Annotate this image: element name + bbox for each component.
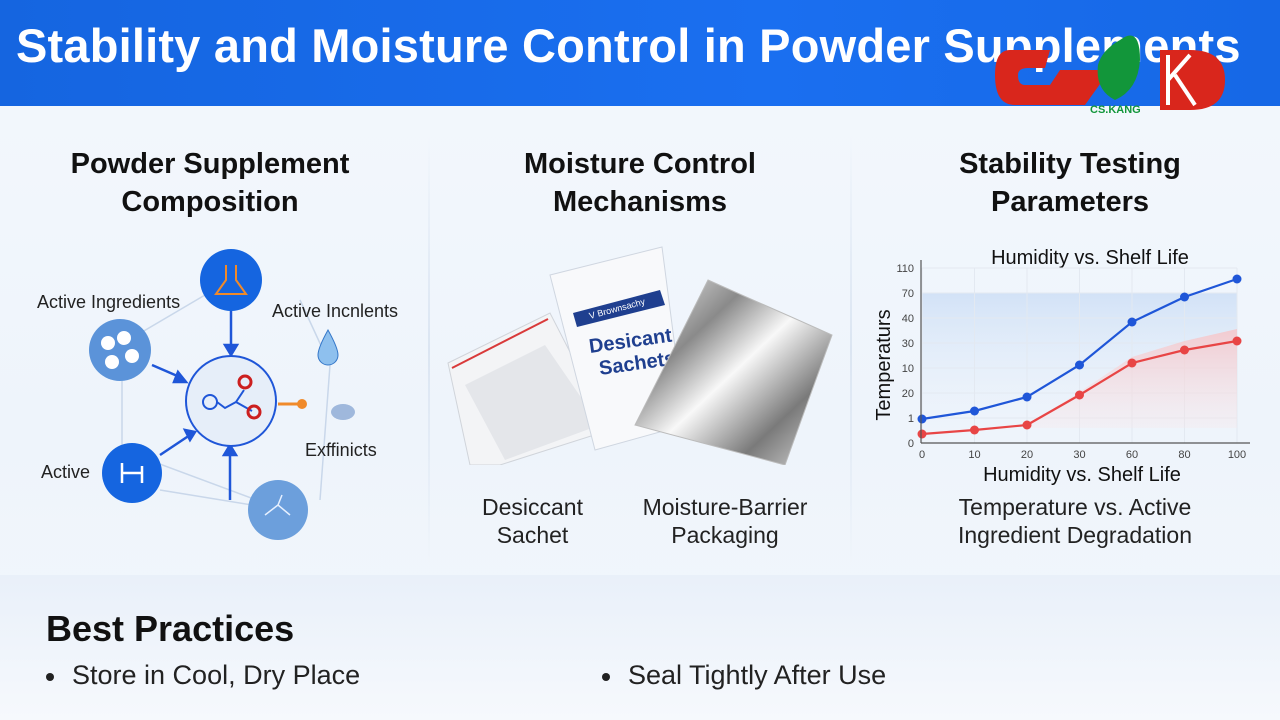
x-tick-label: 0	[919, 449, 925, 461]
caption-line: Packaging	[671, 522, 779, 548]
x-axis-label: Humidity vs. Shelf Life	[983, 464, 1181, 486]
packaging-illustration: V Brownsachy Desicant Sachets	[447, 246, 833, 465]
caption-desiccant-sachet: Desiccant Sachet	[460, 493, 605, 549]
practice-item: Store in Cool, Dry Place	[46, 660, 360, 691]
x-tick-label: 30	[1073, 449, 1085, 461]
data-point	[1075, 390, 1084, 400]
data-point	[1127, 317, 1137, 327]
y-tick-label: 10	[902, 363, 914, 375]
y-tick-label: 1	[908, 413, 914, 425]
data-point	[1075, 360, 1084, 370]
y-tick-label: 0	[908, 438, 914, 450]
heading-line: Mechanisms	[552, 186, 728, 218]
header-banner: Stability and Moisture Control in Powder…	[0, 0, 1280, 115]
label-exffinicts: Exffinicts	[305, 440, 377, 460]
caption-line: Desiccant	[482, 494, 583, 520]
y-tick-label: 70	[902, 288, 914, 300]
label-active-ingredients: Active Ingredients	[37, 292, 181, 312]
x-tick-label: 10	[968, 449, 980, 461]
water-drop-icon	[317, 328, 339, 366]
x-tick-label: 100	[1228, 449, 1246, 461]
cs-kang-logo: CS.KANG	[995, 35, 1225, 115]
data-point	[1180, 345, 1189, 355]
svg-text:CS.KANG: CS.KANG	[1090, 104, 1141, 115]
heading-line: Powder Supplement	[70, 148, 350, 180]
data-point	[1232, 336, 1242, 346]
practice-text: Store in Cool, Dry Place	[72, 660, 361, 690]
bullet-icon	[602, 672, 610, 681]
data-point	[917, 414, 927, 424]
y-tick-label: 20	[902, 388, 914, 400]
best-practices-panel	[0, 575, 1280, 720]
best-practices-title: Best Practices	[46, 608, 295, 649]
data-point	[1232, 274, 1242, 284]
tablet-icon	[331, 404, 355, 420]
y-tick-label: 30	[902, 338, 914, 350]
heading-line: Moisture Control	[524, 148, 756, 180]
humidity-shelf-life-chart: Humidity vs. Shelf Life Temperaturs Humi…	[873, 247, 1250, 486]
particles-icon	[89, 319, 151, 381]
heading-line: Parameters	[991, 186, 1149, 218]
caption-line: Ingredient Degradation	[958, 522, 1192, 548]
data-point	[1127, 358, 1137, 368]
composition-heading: Powder Supplement Composition	[30, 145, 390, 221]
bullet-icon	[46, 672, 54, 681]
x-tick-label: 20	[1021, 449, 1033, 461]
data-point	[917, 429, 927, 439]
column-divider	[428, 135, 430, 565]
y-axis-label: Temperaturs	[873, 309, 895, 420]
moisture-barrier-pouch	[634, 279, 833, 465]
molecule-icon	[185, 355, 277, 447]
heading-line: Stability Testing	[959, 148, 1181, 180]
data-point	[1022, 392, 1032, 402]
data-point	[970, 425, 979, 435]
chart-caption: Temperature vs. Active Ingredient Degrad…	[900, 493, 1250, 549]
y-tick-label: 110	[896, 263, 914, 275]
data-point	[970, 406, 979, 416]
data-point	[1022, 420, 1032, 430]
column-divider	[850, 135, 852, 565]
composition-diagram	[89, 249, 355, 540]
heading-line: Composition	[121, 186, 299, 218]
practice-text: Seal Tightly After Use	[628, 660, 887, 690]
caption-line: Temperature vs. Active	[958, 494, 1192, 520]
network-icon	[248, 480, 308, 540]
label-active-incnlents: Active Incnlents	[272, 301, 399, 321]
x-tick-label: 80	[1178, 449, 1190, 461]
data-point	[1180, 292, 1189, 302]
y-tick-label: 40	[902, 313, 914, 325]
desiccant-sachet-clear	[447, 312, 611, 465]
caption-barrier-packaging: Moisture-Barrier Packaging	[620, 493, 830, 549]
label-active: Active	[41, 462, 91, 482]
caption-line: Moisture-Barrier	[642, 494, 808, 520]
practice-item: Seal Tightly After Use	[602, 660, 886, 691]
moisture-heading: Moisture Control Mechanisms	[440, 145, 840, 221]
flask-icon	[200, 249, 262, 311]
stability-heading: Stability Testing Parameters	[870, 145, 1270, 221]
caption-line: Sachet	[496, 522, 569, 548]
x-tick-label: 60	[1126, 449, 1138, 461]
chart-title: Humidity vs. Shelf Life	[991, 247, 1189, 269]
